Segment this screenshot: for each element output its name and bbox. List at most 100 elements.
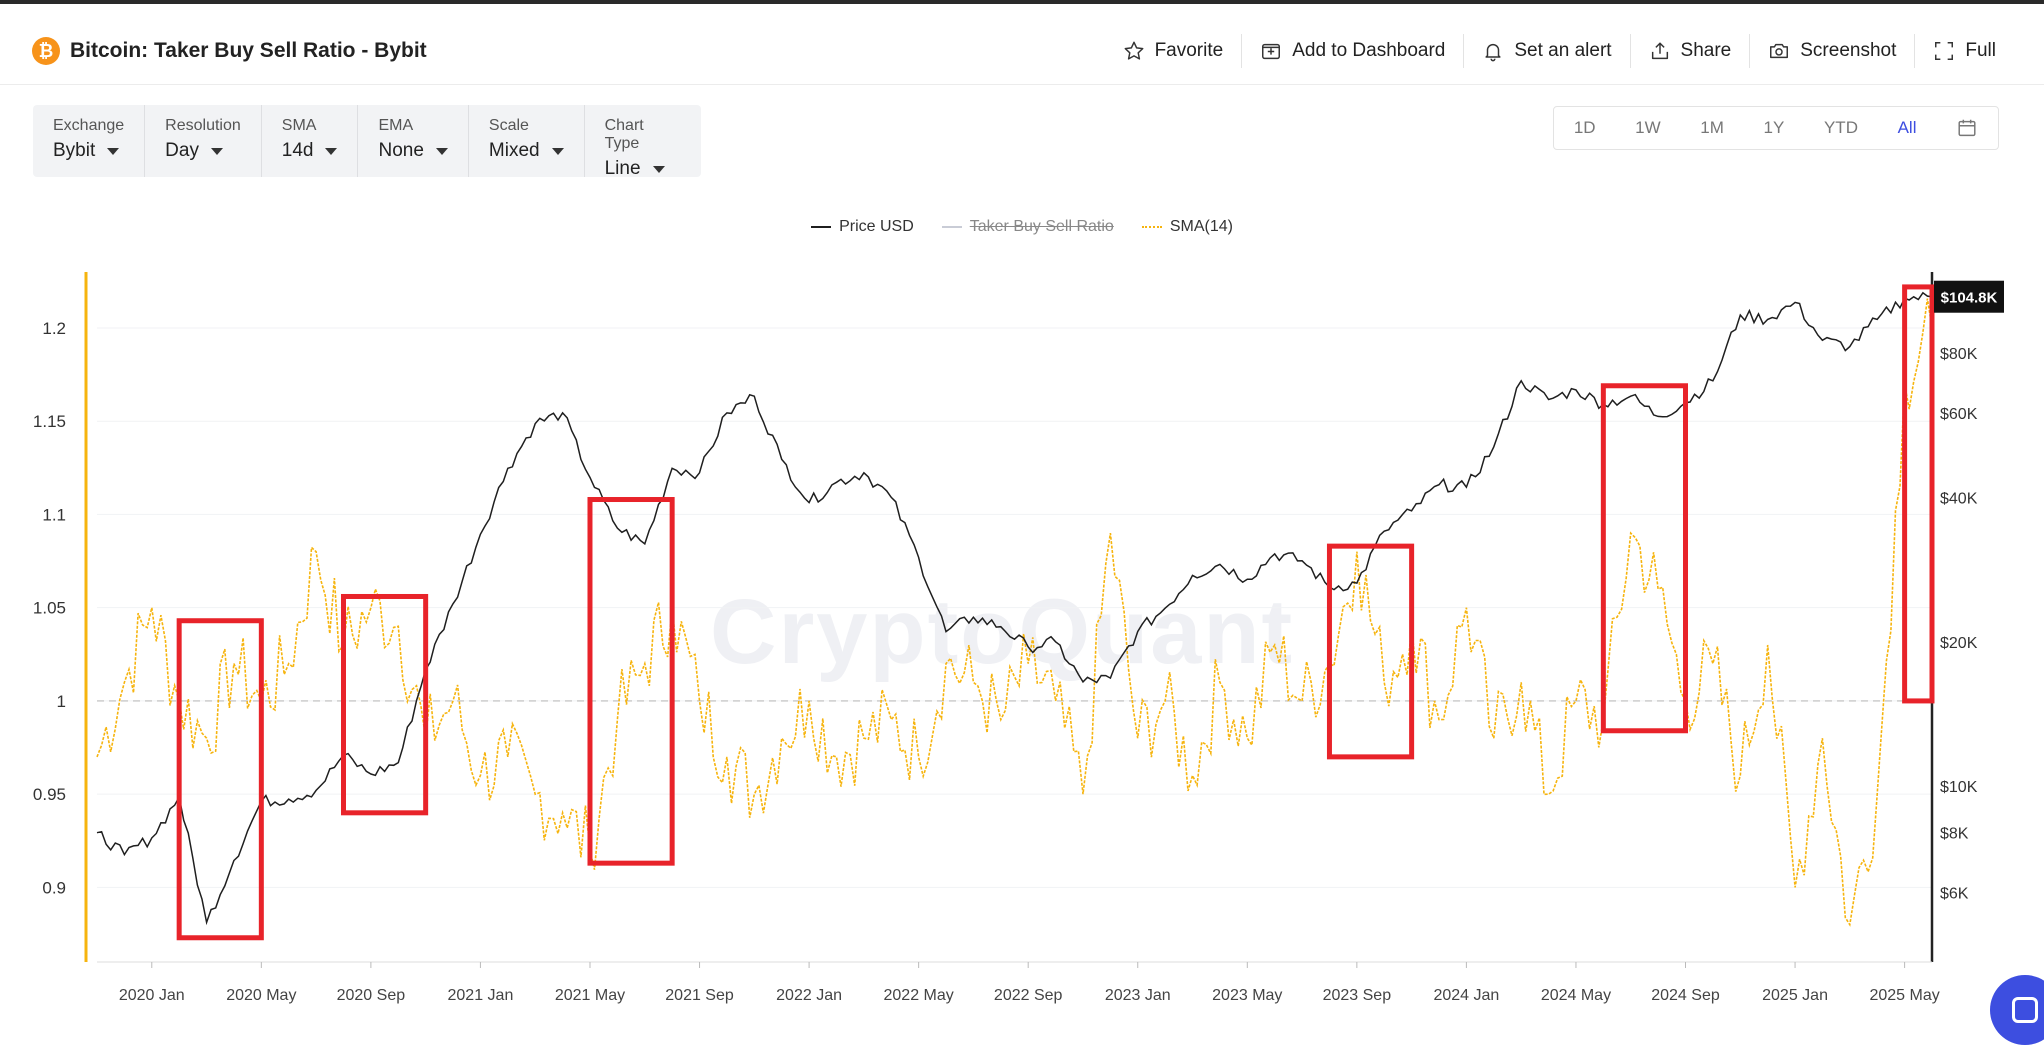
fullscreen-label: Full	[1965, 40, 1996, 61]
highlight-box-2	[340, 593, 429, 816]
time-range-selector: 1D 1W 1M 1Y YTD All	[1553, 106, 1999, 150]
sma-value: 14d	[281, 140, 314, 161]
x-tick-label: 2025 May	[1869, 987, 1939, 1004]
x-tick-label: 2020 Jan	[119, 987, 185, 1004]
add-to-dashboard-label: Add to Dashboard	[1292, 40, 1446, 61]
bitcoin-icon: ₿	[32, 37, 60, 65]
top-bar: ₿ Bitcoin: Taker Buy Sell Ratio - Bybit …	[0, 4, 2044, 85]
right-tick-label: $8K	[1940, 826, 1969, 843]
x-tick-label: 2024 May	[1541, 987, 1611, 1004]
add-to-dashboard-button[interactable]: Add to Dashboard	[1241, 34, 1463, 68]
resolution-value: Day	[165, 140, 199, 161]
x-tick-label: 2024 Sep	[1651, 987, 1720, 1004]
caret-down-icon	[435, 147, 448, 155]
screenshot-label: Screenshot	[1800, 40, 1897, 61]
caret-down-icon	[551, 147, 564, 155]
star-icon	[1124, 41, 1144, 60]
chart-type-label: Chart Type	[604, 117, 644, 152]
set-alert-label: Set an alert	[1514, 40, 1612, 61]
range-1w[interactable]: 1W	[1635, 118, 1661, 137]
y-tick-label: 1.2	[42, 319, 66, 338]
x-tick-label: 2023 Sep	[1323, 987, 1392, 1004]
y-tick-label: 1.05	[33, 599, 66, 618]
legend-sma-label: SMA(14)	[1169, 218, 1233, 235]
set-alert-button[interactable]: Set an alert	[1463, 34, 1629, 68]
chart-type-value: Line	[604, 158, 641, 179]
x-tick-label: 2021 Jan	[448, 987, 514, 1004]
range-ytd[interactable]: YTD	[1823, 118, 1858, 137]
x-tick-label: 2021 May	[555, 987, 625, 1004]
legend-price-label: Price USD	[839, 218, 914, 235]
caret-down-icon	[210, 147, 223, 155]
screenshot-button[interactable]: Screenshot	[1749, 34, 1914, 68]
chat-support-button[interactable]	[1990, 975, 2044, 1045]
y-tick-label: 0.9	[42, 878, 66, 897]
x-tick-label: 2020 Sep	[337, 987, 406, 1004]
range-1d[interactable]: 1D	[1573, 118, 1596, 137]
sma-series-line	[96, 298, 1933, 927]
chart-legend: Price USD Taker Buy Sell Ratio SMA(14)	[0, 218, 2044, 236]
chart-plot: 0.9 0.95 1 1.05 1.1 1.15 1.2 $6K $8K $10K $20K $40K…	[33, 272, 2004, 1004]
share-icon	[1651, 42, 1668, 60]
highlight-box-1	[176, 618, 264, 941]
resolution-label: Resolution	[165, 117, 241, 134]
bell-icon	[1485, 43, 1501, 62]
chart-type-select[interactable]: Chart Type Line	[585, 105, 701, 179]
fullscreen-button[interactable]: Full	[1914, 34, 2014, 68]
sma-label: SMA	[281, 117, 317, 134]
x-tick-label: 2021 Sep	[665, 987, 734, 1004]
share-button[interactable]: Share	[1629, 34, 1750, 68]
legend-taker-ratio[interactable]: Taker Buy Sell Ratio	[941, 218, 1114, 236]
calendar-icon[interactable]	[1950, 113, 1984, 143]
y-tick-label: 1.15	[33, 412, 66, 431]
x-tick-label: 2023 May	[1212, 987, 1282, 1004]
favorite-button[interactable]: Favorite	[1105, 34, 1242, 68]
highlight-box-4	[1326, 543, 1415, 760]
range-1y[interactable]: 1Y	[1763, 118, 1785, 137]
page-frame	[0, 0, 2044, 4]
exchange-select[interactable]: Exchange Bybit	[33, 105, 146, 177]
title-area: ₿ Bitcoin: Taker Buy Sell Ratio - Bybit	[32, 34, 427, 68]
highlight-box-3	[587, 497, 675, 866]
right-tick-label: $10K	[1940, 779, 1978, 796]
favorite-label: Favorite	[1154, 40, 1224, 61]
share-label: Share	[1680, 40, 1732, 61]
add-dashboard-icon	[1262, 43, 1281, 60]
ema-label: EMA	[378, 117, 414, 134]
highlight-box-5	[1600, 383, 1689, 734]
chart-controls: Exchange Bybit Resolution Day SMA 14d EM…	[33, 105, 701, 179]
right-tick-label: $80K	[1940, 346, 1978, 363]
ema-value: None	[378, 140, 424, 161]
sma-select[interactable]: SMA 14d	[262, 105, 359, 177]
x-tick-label: 2023 Jan	[1105, 987, 1171, 1004]
x-tick-label: 2022 Sep	[994, 987, 1063, 1004]
legend-price-usd[interactable]: Price USD	[811, 218, 914, 236]
action-bar: Favorite Add to Dashboard Set an alert S…	[1105, 34, 2014, 68]
right-tick-label: $60K	[1940, 406, 1978, 423]
current-price-label: $104.8K	[1941, 290, 1998, 307]
exchange-label: Exchange	[53, 117, 125, 134]
camera-icon	[1770, 43, 1789, 59]
scale-select[interactable]: Scale Mixed	[469, 105, 585, 177]
range-all[interactable]: All	[1897, 118, 1917, 137]
caret-down-icon	[652, 165, 665, 173]
x-tick-label: 2022 May	[884, 987, 954, 1004]
y-tick-label: 0.95	[33, 785, 66, 804]
chat-icon	[2012, 997, 2038, 1023]
watermark: CryptoQuant	[710, 581, 1295, 683]
y-tick-label: 1	[57, 692, 66, 711]
resolution-select[interactable]: Resolution Day	[145, 105, 262, 177]
range-1m[interactable]: 1M	[1700, 118, 1724, 137]
price-series-line	[96, 291, 1933, 926]
highlight-box-6	[1902, 284, 1935, 704]
right-tick-label: $40K	[1940, 490, 1978, 507]
scale-value: Mixed	[488, 140, 540, 161]
legend-ratio-label: Taker Buy Sell Ratio	[969, 218, 1114, 235]
y-tick-label: 1.1	[42, 505, 66, 524]
right-tick-label: $20K	[1940, 635, 1978, 652]
x-tick-label: 2024 Jan	[1433, 987, 1499, 1004]
ema-select[interactable]: EMA None	[358, 105, 469, 177]
x-tick-label: 2025 Jan	[1762, 987, 1828, 1004]
caret-down-icon	[325, 147, 338, 155]
legend-sma[interactable]: SMA(14)	[1141, 218, 1233, 236]
